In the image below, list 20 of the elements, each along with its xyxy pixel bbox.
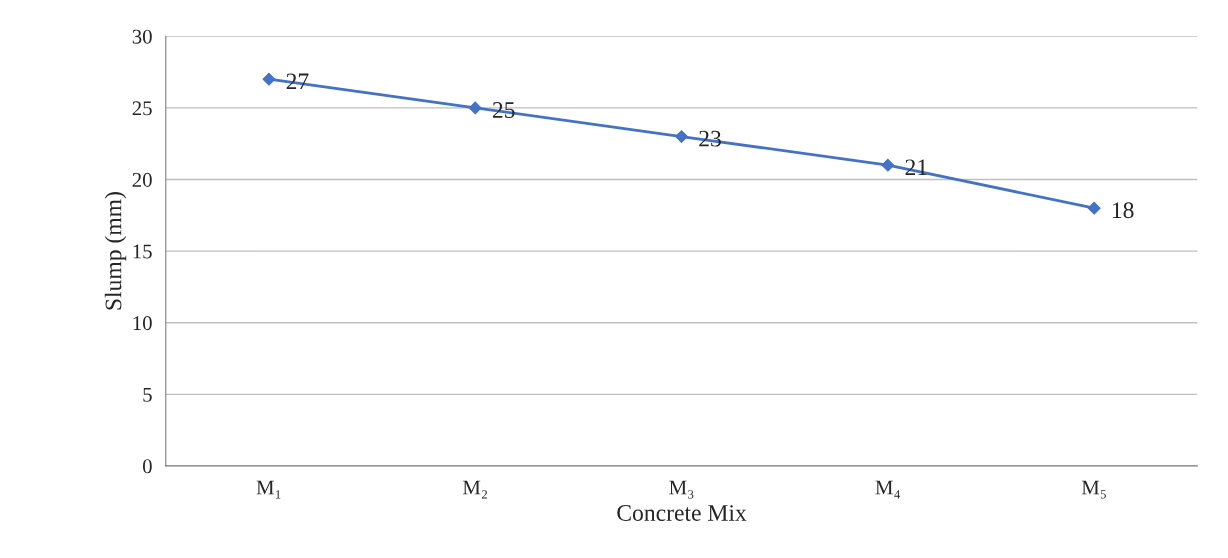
y-tick-label: 15 <box>133 244 152 259</box>
point <box>262 72 276 86</box>
y-tick-label: 5 <box>143 387 152 402</box>
data-label: 18 <box>1112 202 1134 219</box>
x-tick-label: M₄ <box>875 480 901 499</box>
x-axis-title: Concrete Mix <box>617 505 747 521</box>
x-tick-label: M₂ <box>462 480 487 499</box>
y-tick-label: 10 <box>133 316 152 331</box>
y-axis-title: Slump (mm) <box>104 192 127 310</box>
x-tick-label: M₁ <box>256 480 281 499</box>
point <box>468 101 482 115</box>
y-tick-label: 0 <box>142 459 152 474</box>
y-tick-label: 30 <box>132 29 152 44</box>
point <box>881 158 895 172</box>
y-tick-label: 20 <box>132 172 152 187</box>
x-tick-label: M₃ <box>669 480 694 499</box>
point <box>1087 201 1101 215</box>
x-tick-label: M₅ <box>1081 480 1106 499</box>
y-tick-label: 25 <box>132 101 152 116</box>
point <box>675 130 688 143</box>
